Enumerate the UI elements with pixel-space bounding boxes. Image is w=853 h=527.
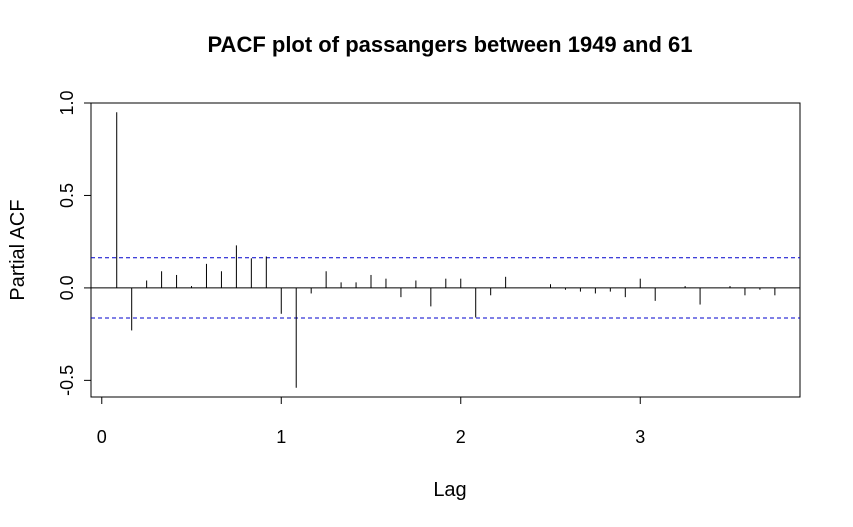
x-tick-label: 1 bbox=[276, 427, 286, 447]
x-tick-label: 3 bbox=[635, 427, 645, 447]
y-axis-label: Partial ACF bbox=[7, 199, 29, 300]
x-tick-label: 2 bbox=[456, 427, 466, 447]
plot-area-frame bbox=[90, 102, 801, 398]
y-tick-label: 0.5 bbox=[57, 183, 77, 208]
y-tick-label: -0.5 bbox=[57, 365, 77, 396]
x-axis-label: Lag bbox=[433, 479, 466, 501]
y-tick-label: 1.0 bbox=[57, 90, 77, 115]
x-tick-label: 0 bbox=[97, 427, 107, 447]
pacf-spikes bbox=[116, 112, 776, 388]
y-tick-label: 0.0 bbox=[57, 275, 77, 300]
y-axis: -0.5 0.0 0.5 1.0 bbox=[57, 90, 92, 396]
x-axis: 0 1 2 3 bbox=[97, 396, 645, 447]
chart-title: PACF plot of passangers between 1949 and… bbox=[208, 32, 693, 57]
